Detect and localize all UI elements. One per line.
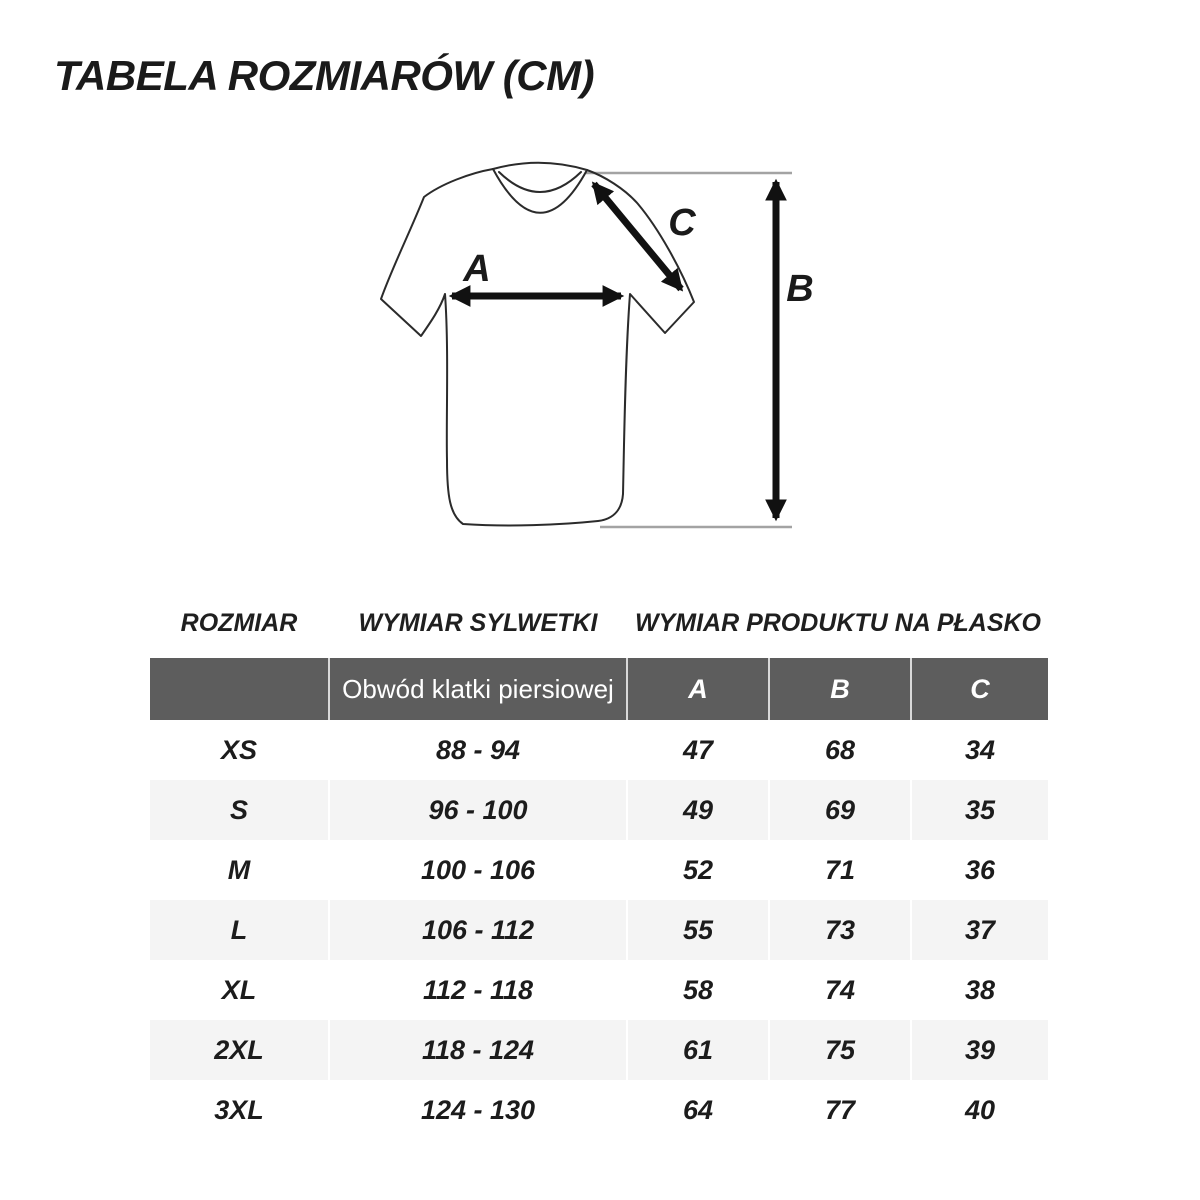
table-row-xs: XS 88 - 94 47 68 34 bbox=[150, 720, 1048, 780]
cell-size: L bbox=[150, 900, 328, 960]
cell-size: S bbox=[150, 780, 328, 840]
cell-size: XL bbox=[221, 974, 257, 1005]
label-b: B bbox=[786, 268, 813, 310]
table-row-s: S 96 - 100 49 69 35 bbox=[150, 780, 1048, 840]
cell-size: 2XL bbox=[150, 1020, 328, 1080]
table-row-l: L 106 - 112 55 73 37 bbox=[150, 900, 1048, 960]
cell-chest: 106 - 112 bbox=[330, 900, 626, 960]
cell-a: 49 bbox=[628, 780, 768, 840]
cell-chest: 124 - 130 bbox=[420, 1094, 536, 1125]
cell-chest: 112 - 118 bbox=[422, 974, 534, 1005]
table-group-header-row: ROZMIAR WYMIAR SYLWETKI WYMIAR PRODUKTU … bbox=[150, 600, 1048, 646]
group-header-wymiar-sylwetki: WYMIAR SYLWETKI bbox=[358, 608, 598, 637]
cell-c: 38 bbox=[964, 974, 996, 1005]
cell-a: 61 bbox=[628, 1020, 768, 1080]
size-table: ROZMIAR WYMIAR SYLWETKI WYMIAR PRODUKTU … bbox=[150, 600, 1048, 1140]
table-row-3xl: 3XL 124 - 130 64 77 40 bbox=[150, 1080, 1048, 1140]
cell-b: 74 bbox=[824, 974, 856, 1005]
collar-inner-line bbox=[498, 171, 582, 193]
table-row-xl: XL 112 - 118 58 74 38 bbox=[150, 960, 1048, 1020]
cell-size: 3XL bbox=[214, 1094, 264, 1125]
table-row-m: M 100 - 106 52 71 36 bbox=[150, 840, 1048, 900]
cell-b: 75 bbox=[770, 1020, 910, 1080]
group-header-rozmiar: ROZMIAR bbox=[180, 608, 298, 637]
label-c: C bbox=[668, 202, 696, 244]
cell-b: 71 bbox=[824, 854, 856, 885]
cell-size: M bbox=[227, 854, 251, 885]
cell-chest: 96 - 100 bbox=[330, 780, 626, 840]
measure-c-arrow bbox=[591, 181, 684, 292]
label-a: A bbox=[462, 248, 490, 290]
column-header-a: A bbox=[628, 658, 768, 720]
cell-c: 36 bbox=[964, 854, 996, 885]
group-header-wymiar-produktu: WYMIAR PRODUKTU NA PŁASKO bbox=[634, 608, 1041, 637]
cell-a: 64 bbox=[682, 1094, 714, 1125]
column-header-chest: Obwód klatki piersiowej bbox=[330, 658, 626, 720]
column-header-b: B bbox=[770, 658, 910, 720]
table-row-2xl: 2XL 118 - 124 61 75 39 bbox=[150, 1020, 1048, 1080]
cell-chest: 118 - 124 bbox=[330, 1020, 626, 1080]
cell-b: 73 bbox=[770, 900, 910, 960]
cell-chest: 100 - 106 bbox=[420, 854, 536, 885]
cell-a: 58 bbox=[682, 974, 714, 1005]
cell-c: 35 bbox=[912, 780, 1048, 840]
cell-c: 40 bbox=[964, 1094, 996, 1125]
cell-b: 77 bbox=[824, 1094, 856, 1125]
cell-c: 34 bbox=[964, 734, 996, 765]
cell-a: 47 bbox=[682, 734, 714, 765]
cell-a: 52 bbox=[682, 854, 714, 885]
cell-b: 69 bbox=[770, 780, 910, 840]
cell-b: 68 bbox=[824, 734, 856, 765]
cell-c: 39 bbox=[912, 1020, 1048, 1080]
tshirt-measurement-diagram: A C B bbox=[380, 161, 814, 529]
page-title: TABELA ROZMIARÓW (CM) bbox=[54, 52, 595, 99]
cell-a: 55 bbox=[628, 900, 768, 960]
cell-chest: 88 - 94 bbox=[435, 734, 521, 765]
table-header-row: Obwód klatki piersiowej A B C bbox=[150, 658, 1048, 720]
cell-size: XS bbox=[220, 734, 258, 765]
tshirt-outline bbox=[380, 161, 695, 527]
column-header-empty bbox=[150, 658, 328, 720]
collar-outer-line bbox=[492, 168, 588, 214]
column-header-c: C bbox=[912, 658, 1048, 720]
cell-c: 37 bbox=[912, 900, 1048, 960]
collar-back-line bbox=[492, 161, 588, 171]
